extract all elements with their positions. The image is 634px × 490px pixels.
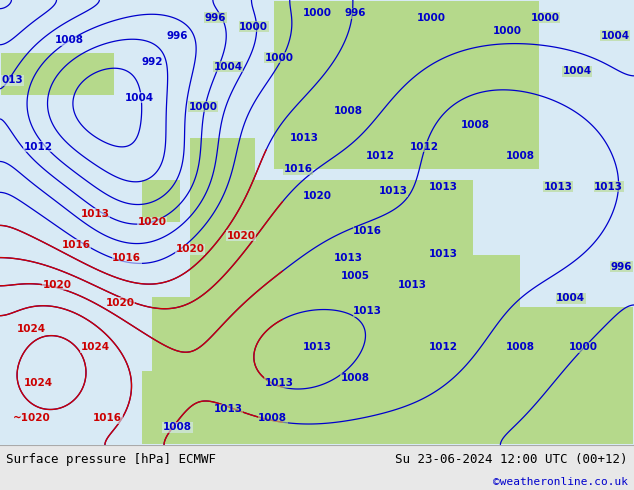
- Text: 1012: 1012: [366, 151, 395, 161]
- Text: 013: 013: [2, 75, 23, 85]
- Text: 1013: 1013: [81, 209, 110, 219]
- Text: 996: 996: [167, 30, 188, 41]
- Text: 1013: 1013: [264, 378, 294, 388]
- Text: Su 23-06-2024 12:00 UTC (00+12): Su 23-06-2024 12:00 UTC (00+12): [395, 453, 628, 466]
- Text: 1013: 1013: [353, 306, 382, 317]
- Text: 1008: 1008: [505, 151, 534, 161]
- Text: 1004: 1004: [600, 30, 630, 41]
- Text: 1004: 1004: [562, 66, 592, 76]
- Text: 1013: 1013: [334, 253, 363, 263]
- Text: 1000: 1000: [531, 13, 560, 23]
- Text: 1013: 1013: [429, 248, 458, 259]
- Text: 996: 996: [344, 8, 366, 18]
- Text: 1020: 1020: [42, 280, 72, 290]
- Text: Surface pressure [hPa] ECMWF: Surface pressure [hPa] ECMWF: [6, 453, 216, 466]
- Text: 1004: 1004: [214, 62, 243, 72]
- Text: 1013: 1013: [378, 186, 408, 196]
- Text: 1020: 1020: [302, 191, 332, 201]
- Text: 1016: 1016: [353, 226, 382, 236]
- Text: 1016: 1016: [61, 240, 91, 250]
- Text: 1004: 1004: [556, 293, 585, 303]
- Text: 996: 996: [205, 13, 226, 23]
- Text: 1000: 1000: [493, 26, 522, 36]
- Text: 1008: 1008: [163, 422, 192, 432]
- Text: 1020: 1020: [138, 218, 167, 227]
- Text: 1013: 1013: [214, 404, 243, 415]
- Text: 1013: 1013: [543, 182, 573, 192]
- Text: 1008: 1008: [505, 342, 534, 352]
- Text: 1013: 1013: [398, 280, 427, 290]
- Text: 1020: 1020: [176, 244, 205, 254]
- Text: 996: 996: [611, 262, 632, 272]
- Text: 1016: 1016: [112, 253, 141, 263]
- Text: 1008: 1008: [334, 106, 363, 116]
- Text: 1012: 1012: [23, 142, 53, 152]
- Text: 1024: 1024: [17, 324, 46, 334]
- Text: 1013: 1013: [594, 182, 623, 192]
- Text: 992: 992: [141, 57, 163, 67]
- Text: 1013: 1013: [429, 182, 458, 192]
- Text: 1016: 1016: [93, 413, 122, 423]
- Text: 1024: 1024: [81, 342, 110, 352]
- Text: 1012: 1012: [429, 342, 458, 352]
- Text: ~1020: ~1020: [13, 413, 51, 423]
- Text: 1000: 1000: [188, 102, 217, 112]
- Text: ©weatheronline.co.uk: ©weatheronline.co.uk: [493, 477, 628, 487]
- Text: 1005: 1005: [340, 271, 370, 281]
- Text: 1016: 1016: [283, 164, 313, 174]
- Text: 1013: 1013: [302, 342, 332, 352]
- Text: 1013: 1013: [290, 133, 319, 143]
- Text: 1004: 1004: [125, 93, 154, 103]
- Text: 1008: 1008: [461, 120, 490, 129]
- Text: 1000: 1000: [264, 53, 294, 63]
- Text: 1020: 1020: [106, 297, 135, 308]
- Text: 1020: 1020: [226, 231, 256, 241]
- Text: 1008: 1008: [55, 35, 84, 45]
- Text: 1012: 1012: [410, 142, 439, 152]
- Text: 1008: 1008: [340, 373, 370, 383]
- Text: 1024: 1024: [23, 378, 53, 388]
- Text: 1000: 1000: [569, 342, 598, 352]
- Text: 1000: 1000: [239, 22, 268, 32]
- Text: 1000: 1000: [302, 8, 332, 18]
- Text: 1008: 1008: [258, 413, 287, 423]
- Text: 1000: 1000: [417, 13, 446, 23]
